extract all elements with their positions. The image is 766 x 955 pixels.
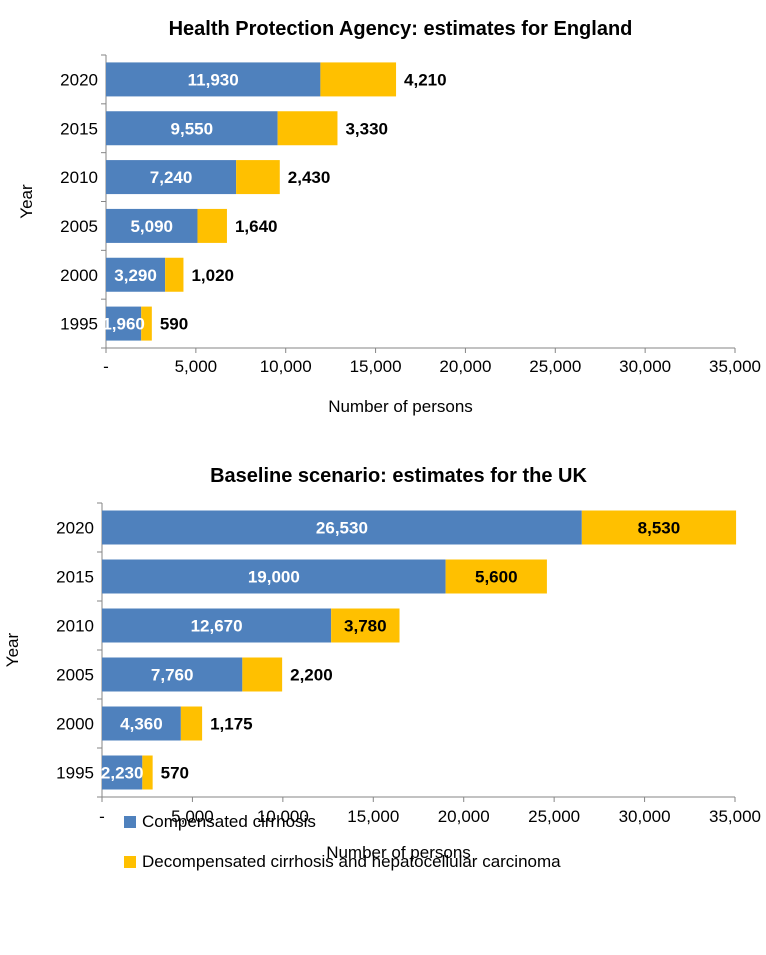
chart2-bar-decompensated <box>581 510 737 545</box>
chart1-bar-decompensated <box>277 111 338 146</box>
chart2-y-axis-title: Year <box>3 632 22 667</box>
chart2-x-tick-label: 25,000 <box>528 807 580 826</box>
chart2-data-label-decompensated: 1,175 <box>210 715 253 734</box>
legend-item-compensated: Compensated cirrhosis <box>124 812 316 832</box>
legend-swatch-decompensated <box>124 856 136 868</box>
chart2-bar-compensated <box>102 657 243 692</box>
chart1-data-label-compensated: 3,290 <box>114 266 157 285</box>
chart2-category-label: 2000 <box>56 715 94 734</box>
chart1-data-label-decompensated: 1,640 <box>235 217 278 236</box>
chart2-data-label-decompensated: 5,600 <box>475 568 518 587</box>
legend-label-decompensated: Decompensated cirrhosis and hepatocellul… <box>142 852 561 871</box>
legend-item-decompensated: Decompensated cirrhosis and hepatocellul… <box>124 852 561 872</box>
chart2-x-tick-label: 20,000 <box>438 807 490 826</box>
chart1-bar-decompensated <box>236 160 280 195</box>
legend-swatch-compensated <box>124 816 136 828</box>
chart2-data-label-compensated: 4,360 <box>120 715 163 734</box>
chart2-data-label-decompensated: 3,780 <box>344 617 387 636</box>
chart2-bar-decompensated <box>242 657 283 692</box>
chart1-bar-compensated <box>106 208 198 243</box>
chart1-data-label-compensated: 11,930 <box>188 70 239 89</box>
chart2-category-label: 2020 <box>56 519 94 538</box>
chart1-x-tick-label: 5,000 <box>175 357 218 376</box>
chart2-data-label-decompensated: 8,530 <box>638 519 681 538</box>
chart2-title: Baseline scenario: estimates for the UK <box>210 465 587 487</box>
chart1-bar-decompensated <box>197 208 227 243</box>
chart2-data-label-compensated: 19,000 <box>248 568 300 587</box>
chart1-x-tick-label: 15,000 <box>350 357 402 376</box>
chart1-bar-compensated <box>106 111 278 146</box>
chart2-bar-compensated <box>102 706 181 741</box>
chart2-bar-compensated <box>102 510 582 545</box>
legend-label-compensated: Compensated cirrhosis <box>142 812 316 831</box>
chart1-data-label-decompensated: 1,020 <box>191 266 234 285</box>
chart1-data-label-decompensated: 2,430 <box>288 168 331 187</box>
chart1-x-tick-label: 25,000 <box>529 357 581 376</box>
chart1-data-label-compensated: 5,090 <box>130 217 173 236</box>
chart2-x-tick-label: 5,000 <box>171 807 214 826</box>
chart1-data-label-compensated: 1,960 <box>102 315 145 334</box>
chart2-x-tick-label: 35,000 <box>709 807 761 826</box>
chart1-x-tick-label: 35,000 <box>709 357 761 376</box>
chart1-x-tick-label: - <box>103 357 109 376</box>
chart1-bar-compensated <box>106 62 321 97</box>
chart1-category-label: 1995 <box>60 315 98 334</box>
chart2-x-tick-label: 30,000 <box>619 807 671 826</box>
chart2-category-label: 2005 <box>56 666 94 685</box>
chart2-bar-decompensated <box>331 608 400 643</box>
chart1-category-label: 2010 <box>60 168 98 187</box>
chart1-x-axis-title: Number of persons <box>328 397 473 416</box>
chart1-y-axis-title: Year <box>17 184 36 219</box>
chart1-title: Health Protection Agency: estimates for … <box>169 18 633 40</box>
chart2-data-label-compensated: 26,530 <box>316 519 368 538</box>
chart1-x-tick-label: 20,000 <box>439 357 491 376</box>
chart1-category-label: 2000 <box>60 266 98 285</box>
chart2-bar-decompensated <box>142 755 153 790</box>
chart2-bar-compensated <box>102 608 332 643</box>
chart2-x-axis-title: Number of persons <box>326 843 471 862</box>
chart1-category-label: 2005 <box>60 217 98 236</box>
chart2-category-label: 2010 <box>56 617 94 636</box>
chart2-bar-compensated <box>102 755 143 790</box>
chart2-bar-decompensated <box>445 559 547 594</box>
chart1-bar-decompensated <box>320 62 397 97</box>
chart2-bar-compensated <box>102 559 446 594</box>
chart1-category-label: 2015 <box>60 119 98 138</box>
chart1-bar-decompensated <box>165 257 184 292</box>
chart2-category-label: 2015 <box>56 568 94 587</box>
chart1-data-label-compensated: 9,550 <box>171 119 214 138</box>
chart2-data-label-compensated: 7,760 <box>151 666 194 685</box>
chart1-bar-decompensated <box>141 306 152 341</box>
chart1-category-label: 2020 <box>60 70 98 89</box>
chart2-x-tick-label: 15,000 <box>347 807 399 826</box>
chart2-data-label-decompensated: 2,200 <box>290 666 333 685</box>
chart2-data-label-compensated: 2,230 <box>101 764 144 783</box>
chart1-data-label-decompensated: 4,210 <box>404 70 447 89</box>
chart2-data-label-decompensated: 570 <box>161 764 189 783</box>
chart1-x-tick-label: 30,000 <box>619 357 671 376</box>
chart1-x-tick-label: 10,000 <box>260 357 312 376</box>
chart1-data-label-decompensated: 3,330 <box>345 119 388 138</box>
chart1-data-label-decompensated: 590 <box>160 315 188 334</box>
chart1-bar-compensated <box>106 160 237 195</box>
chart2-bar-decompensated <box>180 706 203 741</box>
chart1-bar-compensated <box>106 257 166 292</box>
chart2-x-tick-label: - <box>99 807 105 826</box>
chart2-category-label: 1995 <box>56 764 94 783</box>
chart2-data-label-compensated: 12,670 <box>191 617 243 636</box>
chart2-x-tick-label: 10,000 <box>257 807 309 826</box>
chart1-bar-compensated <box>106 306 142 341</box>
chart1-data-label-compensated: 7,240 <box>150 168 193 187</box>
